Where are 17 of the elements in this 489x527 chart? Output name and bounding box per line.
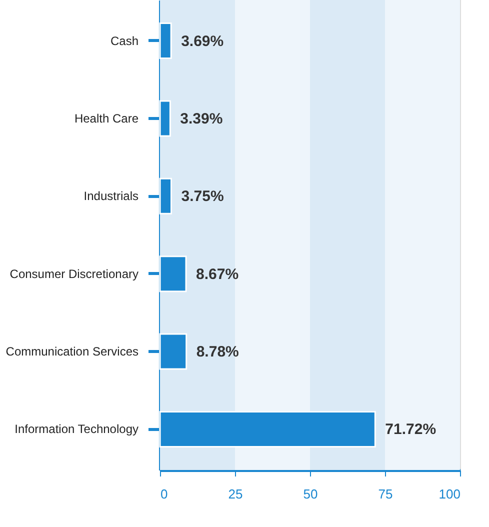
x-tick-label: 0 [160, 486, 168, 502]
data-label: 3.69% [181, 32, 224, 50]
data-label: 8.67% [196, 266, 239, 283]
y-tick-label: Consumer Discretionary [10, 266, 138, 281]
x-tick-label: 100 [438, 486, 460, 502]
x-tick-label: 50 [303, 486, 318, 502]
x-tick-label: 75 [378, 486, 393, 502]
y-tick-label: Health Care [74, 111, 139, 126]
data-label: 8.78% [196, 344, 239, 361]
data-label: 3.75% [181, 188, 224, 206]
x-tick-label: 25 [228, 486, 243, 502]
data-label: 3.39% [180, 110, 223, 128]
y-tick-label: Industrials [84, 189, 138, 204]
y-tick-label: Information Technology [14, 422, 138, 436]
y-tick-label: Cash [110, 34, 138, 48]
y-tick-label: Communication Services [6, 344, 138, 359]
data-label: 71.72% [385, 421, 436, 438]
